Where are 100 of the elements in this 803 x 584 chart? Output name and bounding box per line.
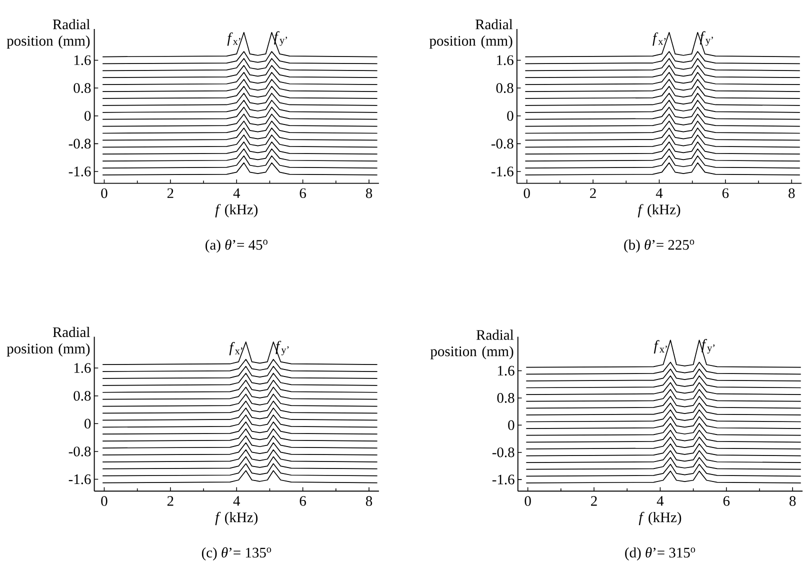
x-tick-label: 0 bbox=[524, 496, 531, 506]
line-series bbox=[524, 100, 800, 113]
line-series bbox=[524, 51, 800, 64]
annotation: f$_{y’}$ bbox=[276, 340, 289, 356]
x-tick-label: 4 bbox=[233, 496, 240, 506]
line-series bbox=[524, 114, 800, 127]
line-series bbox=[102, 120, 378, 134]
line-series bbox=[102, 142, 378, 155]
y-tick-label: 0 bbox=[84, 111, 91, 121]
x-tick-label: 0 bbox=[524, 188, 530, 198]
y-tick-label: -1.6 bbox=[491, 166, 514, 177]
line-series bbox=[102, 400, 378, 414]
line-series bbox=[102, 380, 378, 393]
y-axis-title: Radial position (mm) bbox=[429, 19, 513, 49]
y-tick-label: 1.6 bbox=[498, 366, 514, 376]
line-series bbox=[102, 394, 378, 407]
x-tick-label: 8 bbox=[366, 496, 372, 506]
y-tick-label: 0.8 bbox=[74, 391, 91, 401]
text: (c) θ’= 135$^{o}$ bbox=[202, 547, 272, 561]
line-series bbox=[526, 382, 802, 396]
line-series bbox=[102, 106, 378, 120]
y-tick-label: 1.6 bbox=[497, 55, 514, 66]
x-tick-label: 4 bbox=[233, 188, 240, 198]
line-series bbox=[102, 359, 378, 372]
line-series bbox=[102, 372, 378, 386]
line-series bbox=[526, 457, 802, 470]
line-series bbox=[102, 366, 378, 380]
line-series bbox=[102, 86, 378, 100]
line-series bbox=[102, 148, 378, 162]
line-series bbox=[102, 414, 378, 428]
y-tick-label: -1.6 bbox=[492, 474, 514, 485]
line-series bbox=[526, 402, 802, 416]
line-series bbox=[524, 79, 800, 92]
y-tick-label: 0 bbox=[508, 420, 514, 430]
y-tick-label: -0.8 bbox=[68, 138, 91, 149]
line-series bbox=[526, 450, 802, 464]
y-tick-label: -1.6 bbox=[68, 166, 91, 177]
line-series bbox=[526, 416, 802, 430]
line-series bbox=[524, 120, 800, 134]
line-series bbox=[526, 389, 802, 402]
annotation: f$_{x’}$ bbox=[652, 32, 666, 46]
y-tick-label: -0.8 bbox=[491, 138, 514, 149]
line-series bbox=[524, 72, 800, 86]
line-series bbox=[526, 430, 802, 443]
line-series bbox=[102, 134, 378, 148]
x-tick-label: 0 bbox=[101, 496, 108, 506]
x-tick-label: 8 bbox=[366, 188, 372, 198]
x-tick-label: 6 bbox=[722, 188, 729, 198]
y-axis-title: Radial position (mm) bbox=[6, 327, 90, 357]
line-series bbox=[524, 86, 800, 100]
line-series bbox=[102, 100, 378, 113]
line-series bbox=[102, 436, 378, 449]
line-series bbox=[526, 423, 802, 436]
x-tick-label: 4 bbox=[656, 188, 663, 198]
line-series bbox=[526, 340, 802, 368]
line-series bbox=[526, 410, 802, 422]
y-tick-label: -0.8 bbox=[492, 448, 514, 458]
line-series bbox=[526, 396, 802, 409]
y-tick-label: 1.6 bbox=[74, 363, 91, 374]
annotation: f$_{x’}$ bbox=[227, 32, 240, 46]
line-series bbox=[526, 470, 802, 484]
text: (d) θ’= 315$^{o}$ bbox=[625, 547, 696, 561]
line-series bbox=[102, 128, 378, 141]
text: (a) θ’= 45$^{o}$ bbox=[206, 240, 268, 253]
line-series bbox=[526, 376, 802, 388]
line-series bbox=[526, 464, 802, 477]
x-tick-label: 2 bbox=[167, 188, 174, 198]
x-tick-label: 4 bbox=[656, 496, 664, 506]
y-axis-title: Radial position (mm) bbox=[430, 330, 514, 360]
y-tick-label: 0 bbox=[507, 111, 514, 121]
line-series bbox=[524, 92, 800, 106]
line-series bbox=[102, 342, 378, 366]
x-axis-title: f (kHz) bbox=[638, 512, 682, 526]
line-series bbox=[524, 32, 800, 58]
x-tick-label: 2 bbox=[167, 496, 174, 506]
line-series bbox=[524, 58, 800, 72]
line-series bbox=[102, 92, 378, 106]
line-series bbox=[102, 72, 378, 86]
line-series bbox=[102, 114, 378, 127]
y-tick-label: 0.8 bbox=[497, 393, 514, 403]
line-series bbox=[102, 408, 378, 421]
y-tick-label: 1.6 bbox=[74, 55, 91, 66]
x-tick-label: 0 bbox=[101, 188, 108, 198]
y-tick-label: -0.8 bbox=[68, 446, 91, 457]
line-series bbox=[102, 51, 378, 64]
line-series bbox=[102, 463, 378, 476]
x-axis-title: f (kHz) bbox=[638, 204, 680, 218]
line-series bbox=[102, 456, 378, 470]
line-series bbox=[524, 106, 800, 120]
line-series bbox=[102, 65, 378, 78]
y-axis-title: Radial position (mm) bbox=[6, 19, 90, 49]
y-tick-label: 0.8 bbox=[496, 83, 514, 94]
line-series bbox=[102, 470, 378, 484]
line-series bbox=[102, 58, 378, 72]
line-series bbox=[524, 65, 800, 78]
x-tick-label: 8 bbox=[790, 496, 796, 506]
text: (b) θ’= 225$^{o}$ bbox=[624, 240, 694, 253]
y-tick-label: 0 bbox=[84, 418, 91, 429]
x-tick-label: 6 bbox=[723, 496, 730, 506]
line-series bbox=[524, 162, 800, 176]
